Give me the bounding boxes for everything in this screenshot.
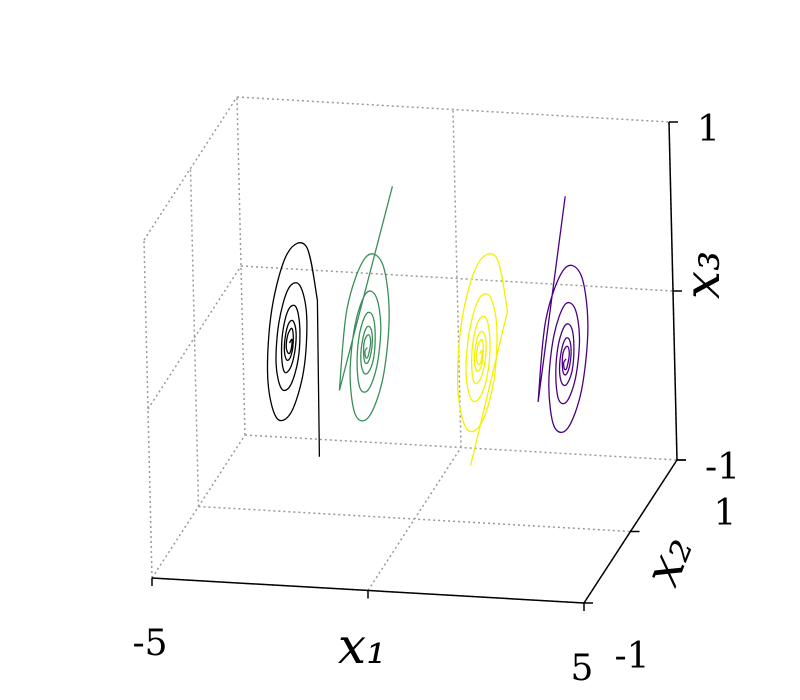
trajectory	[338, 186, 394, 422]
grid-line	[189, 168, 200, 507]
pane-edge	[143, 96, 238, 241]
x2-tick-label: -1	[614, 636, 649, 677]
trajectory	[456, 253, 509, 466]
pane-edge	[143, 239, 153, 579]
trajectory	[266, 242, 321, 457]
x3-label: x₃	[673, 251, 731, 299]
x2-tick-label: 1	[714, 493, 737, 534]
grid-line	[240, 265, 674, 292]
x1-tick-label: -5	[132, 623, 167, 664]
x3-tick-label: 1	[697, 109, 720, 150]
x2-label: x₂	[632, 527, 704, 593]
x1-label: x₁	[338, 617, 386, 675]
grid-line	[147, 265, 242, 410]
x1-tick-label: 5	[571, 648, 594, 689]
pane-edge	[236, 96, 670, 123]
grid-line	[198, 505, 631, 533]
x3-tick-label: -1	[705, 447, 740, 488]
pane-edge	[236, 96, 246, 436]
grid-line	[452, 109, 462, 448]
trajectory	[537, 196, 589, 433]
